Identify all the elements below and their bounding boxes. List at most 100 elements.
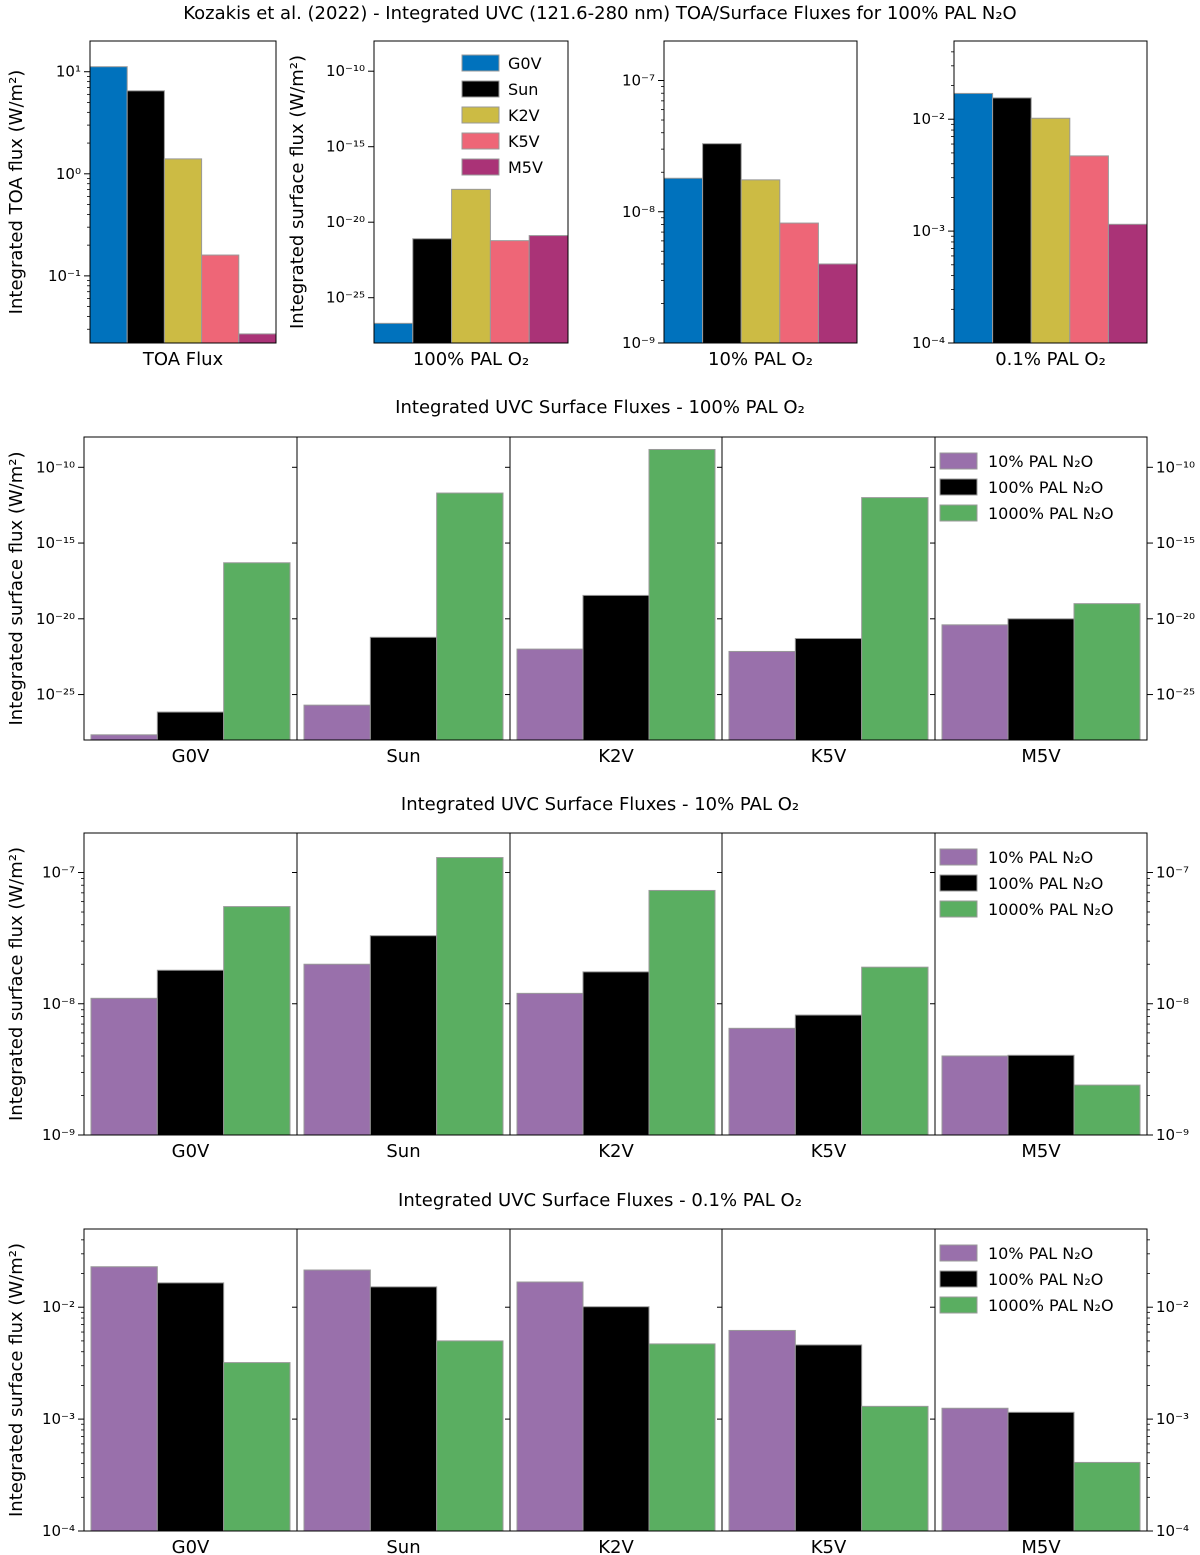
bar-G0V-series-1 [156,711,225,741]
bar-M5V-series-0 [941,1407,1009,1532]
y-tick-label: 10⁻⁸ [622,203,655,221]
bar-Sun-series-2 [436,857,504,1136]
y-tick-label: 10⁻³ [42,1410,75,1428]
bar-K5V-series-1 [794,1014,863,1136]
figure-title: Kozakis et al. (2022) - Integrated UVC (… [183,3,1016,24]
bar-K5V [1069,155,1109,344]
y-tick-label: 10⁰ [56,165,81,183]
x-tick-label: M5V [1021,1141,1061,1162]
bar-K2V-series-2 [648,1343,716,1532]
chart-pal01: 10⁻² 10⁻³ 10⁻⁴ 0.1% PAL O₂ [912,40,1148,370]
bar-K2V [451,188,491,344]
bar-K5V-series-2 [861,1405,929,1532]
y-tick-label: 10⁻¹⁰ [36,458,75,476]
bar-G0V-series-1 [156,969,225,1136]
bar-Sun-series-0 [303,963,371,1136]
chart-title: Integrated UVC Surface Fluxes - 0.1% PAL… [398,1190,802,1211]
y-tick-label: 10⁻²⁵ [36,686,75,704]
bar-G0V [953,92,994,344]
legend-swatch [939,874,978,892]
legend-label: M5V [508,158,543,177]
x-axis-label: 100% PAL O₂ [413,349,529,370]
bar-G0V-series-2 [223,562,291,741]
y-tick-label: 10⁻²⁰ [326,213,365,231]
bar-Sun-series-1 [369,636,438,741]
y-tick-label: 10⁻² [1156,1298,1189,1316]
legend: G0V Sun K2V K5V M5V [461,54,543,177]
bar-K5V-series-0 [728,650,796,741]
bar-K2V-series-1 [582,1306,650,1532]
x-tick-label: G0V [172,746,210,767]
legend-label: 1000% PAL N₂O [988,504,1114,523]
x-tick-label: Sun [386,746,420,767]
y-axis-label: Integrated surface flux (W/m²) [6,1243,27,1517]
bar-G0V [663,177,704,344]
y-tick-label: 10⁻²⁰ [36,610,75,628]
x-tick-label: G0V [172,1537,210,1555]
legend-swatch [939,900,978,918]
bar-M5V-series-2 [1073,1461,1141,1532]
legend-label: 100% PAL N₂O [988,478,1103,497]
y-tick-label: 10⁻²⁵ [1156,686,1195,704]
y-axis-label: Integrated surface flux (W/m²) [287,55,308,329]
y-tick-label: 10⁻¹⁰ [1156,458,1195,476]
y-tick-label: 10⁻³ [1156,1410,1189,1428]
y-tick-label: 10⁻⁹ [1156,1126,1189,1144]
axes-frame [83,436,1148,741]
legend: 10% PAL N₂O 100% PAL N₂O 1000% PAL N₂O [939,848,1114,919]
legend-label: G0V [508,54,542,73]
bar-M5V-series-0 [941,1055,1009,1136]
bar-K2V [740,179,781,344]
bar-Sun-series-2 [436,1340,504,1532]
y-tick-label: 10⁻¹⁵ [326,138,365,156]
y-axis-label: Integrated surface flux (W/m²) [6,451,27,725]
y-tick-label: 10⁻⁴ [42,1522,75,1540]
bar-K5V-series-0 [728,1027,796,1136]
chart-toa: 10¹ 10⁰ 10⁻¹ TOA Flux Integrated TOA flux (W… [6,40,277,370]
legend-label: 1000% PAL N₂O [988,1296,1114,1315]
legend-label: 100% PAL N₂O [988,1270,1103,1289]
legend: 10% PAL N₂O 100% PAL N₂O 1000% PAL N₂O [939,452,1114,523]
legend-swatch [461,158,500,176]
x-tick-label: K2V [598,746,634,767]
chart-row100: Integrated UVC Surface Fluxes - 100% PAL… [6,397,1195,767]
legend-label: 1000% PAL N₂O [988,900,1114,919]
bar-M5V-series-1 [1007,618,1075,741]
x-tick-label: K2V [598,1141,634,1162]
y-tick-label: 10⁻⁸ [1156,995,1189,1013]
legend-swatch [939,1244,978,1262]
bar-K5V-series-1 [794,1344,863,1532]
legend-label: 10% PAL N₂O [988,1244,1093,1263]
x-tick-label: K5V [811,1141,847,1162]
bar-M5V-series-1 [1007,1411,1075,1532]
chart-pal100: 10⁻¹⁰ 10⁻¹⁵ 10⁻²⁰ 10⁻²⁵ 100% PAL O₂ Integrate… [287,40,569,370]
bar-G0V-series-0 [90,1266,158,1532]
y-tick-label: 10⁻²⁵ [326,289,365,307]
legend-swatch [461,80,500,98]
y-axis-label: Integrated surface flux (W/m²) [6,847,27,1121]
x-tick-label: K5V [811,1537,847,1555]
x-tick-label: M5V [1021,746,1061,767]
bar-K2V-series-1 [582,594,650,741]
x-tick-label: K2V [598,1537,634,1555]
x-axis-label: 0.1% PAL O₂ [995,349,1106,370]
axes-frame [953,40,1148,344]
bar-K5V-series-2 [861,966,929,1136]
y-tick-label: 10⁻⁷ [42,864,75,882]
y-tick-label: 10⁻² [42,1298,75,1316]
bar-K2V [163,158,203,344]
bar-M5V-series-2 [1073,1084,1141,1136]
bar-K5V-series-0 [728,1329,796,1532]
y-tick-label: 10⁻¹ [48,267,81,285]
legend-label: Sun [508,80,538,99]
legend-swatch [939,1296,978,1314]
charts-container: 10¹ 10⁰ 10⁻¹ TOA Flux Integrated TOA flux (W… [6,40,1195,1555]
bar-Sun-series-1 [369,935,438,1136]
x-tick-label: M5V [1021,1537,1061,1555]
bar-Sun [992,97,1032,344]
y-tick-label: 10⁻⁹ [42,1126,75,1144]
legend-swatch [939,1270,978,1288]
bar-Sun-series-0 [303,704,371,741]
legend-label: K5V [508,132,540,151]
